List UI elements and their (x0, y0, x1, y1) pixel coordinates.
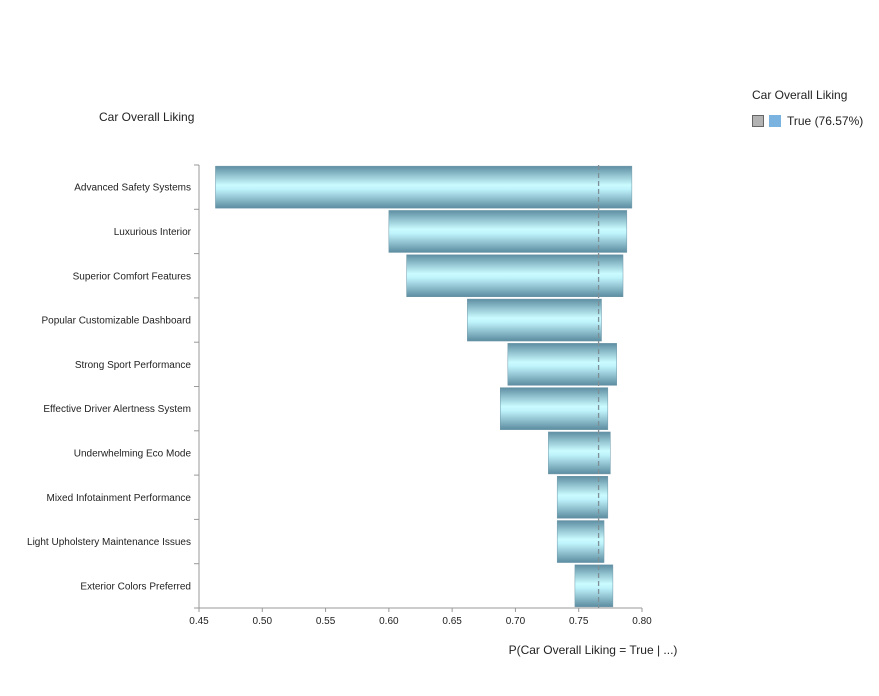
category-label: Mixed Infotainment Performance (46, 493, 191, 504)
bar (406, 254, 624, 297)
category-label: Light Upholstery Maintenance Issues (27, 537, 191, 548)
legend-gray-swatch (752, 115, 764, 127)
bar (548, 431, 611, 475)
category-label: Effective Driver Alertness System (43, 404, 191, 415)
x-tick-label: 0.80 (632, 616, 652, 627)
category-label: Superior Comfort Features (73, 271, 191, 282)
bar (556, 476, 609, 519)
legend-entry[interactable]: True (76.57%) (752, 114, 863, 128)
category-label: Advanced Safety Systems (74, 183, 191, 194)
x-tick-label: 0.50 (253, 616, 273, 627)
x-tick-label: 0.45 (189, 616, 209, 627)
category-label: Exterior Colors Preferred (80, 581, 191, 592)
bar (467, 298, 602, 342)
category-label: Underwhelming Eco Mode (74, 448, 192, 459)
x-tick-label: 0.65 (442, 616, 462, 627)
x-tick-label: 0.55 (316, 616, 336, 627)
x-tick-label: 0.70 (506, 616, 526, 627)
category-label: Popular Customizable Dashboard (41, 316, 191, 327)
bar (388, 210, 628, 253)
chart-title: Car Overall Liking (99, 110, 195, 124)
x-tick-label: 0.60 (379, 616, 399, 627)
x-axis-label: P(Car Overall Liking = True | ...) (509, 643, 678, 657)
x-tick-label: 0.75 (569, 616, 589, 627)
category-label: Strong Sport Performance (75, 360, 192, 371)
bar (215, 165, 633, 209)
legend-label: True (76.57%) (787, 114, 864, 128)
legend-title: Car Overall Liking (752, 88, 848, 102)
legend-blue-swatch (769, 115, 781, 127)
bar (507, 343, 617, 386)
bar (574, 564, 614, 608)
category-label: Luxurious Interior (114, 227, 192, 238)
bar (499, 387, 609, 430)
bar (556, 520, 605, 563)
